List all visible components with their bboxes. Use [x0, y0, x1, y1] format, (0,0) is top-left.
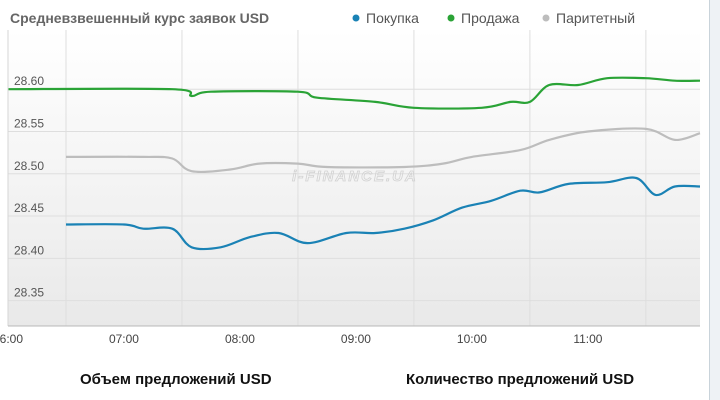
right-scroll-edge — [709, 0, 720, 400]
legend-marker-buy — [352, 14, 360, 22]
series-line-sell — [7, 76, 701, 110]
legend-label-buy[interactable]: Покупка — [366, 10, 419, 26]
watermark-text: i-FINANCE.UA — [292, 168, 418, 185]
chart-title: Средневзвешенный курс заявок USD — [10, 10, 269, 26]
y-tick-label: 28.40 — [14, 243, 44, 257]
x-tick-label: 11:00 — [573, 332, 602, 346]
y-tick-label: 28.50 — [14, 159, 44, 173]
x-tick-label: 06:00 — [0, 332, 23, 346]
offer-volume-label: Объем предложений USD — [80, 371, 272, 388]
plot-background — [8, 30, 700, 326]
offer-count-label: Количество предложений USD — [406, 371, 635, 388]
series-line-parity — [65, 127, 701, 174]
legend-marker-sell — [447, 14, 455, 22]
x-tick-label: 10:00 — [457, 332, 487, 346]
y-tick-label: 28.45 — [14, 201, 44, 215]
series-line-buy — [65, 176, 701, 251]
legend-marker-parity — [542, 14, 550, 22]
legend-label-sell[interactable]: Продажа — [461, 10, 520, 26]
x-tick-label: 07:00 — [109, 332, 139, 346]
rate-chart: i-FINANCE.UA 28.35 28.40 28.45 28.50 28.55 28… — [0, 10, 701, 346]
legend-label-parity[interactable]: Паритетный — [556, 10, 635, 26]
y-tick-label: 28.35 — [14, 286, 44, 300]
y-tick-label: 28.55 — [14, 116, 44, 130]
y-tick-label: 28.60 — [14, 74, 44, 88]
x-tick-label: 09:00 — [341, 332, 371, 346]
x-tick-label: 08:00 — [225, 332, 255, 346]
